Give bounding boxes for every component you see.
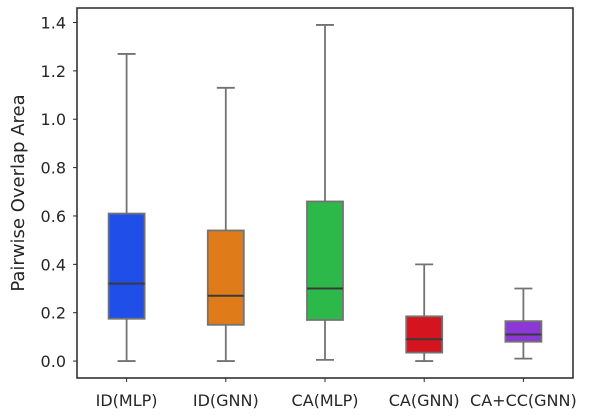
iqr-box [504,320,543,343]
box-ca-gnn [405,263,444,362]
box-id-mlp [107,53,146,362]
x-tick-label: ID(MLP) [96,391,158,410]
y-tick-label: 0.2 [41,304,66,323]
box-ca-cc-gnn [504,287,543,360]
x-tick-label: CA(GNN) [389,391,460,410]
y-tick-label: 1.4 [41,14,66,33]
y-tick-label: 0.8 [41,159,66,178]
box-id-gnn [206,86,245,362]
y-tick-label: 0.4 [41,255,66,274]
iqr-box [206,229,245,326]
y-tick-label: 0.0 [41,352,66,371]
box-ca-mlp [306,24,344,361]
y-axis-ticks: 0.0 0.2 0.4 0.6 0.8 1.0 1.2 1.4 [41,14,77,371]
x-axis-ticks: ID(MLP) ID(GNN) CA(MLP) CA(GNN) CA+CC(GNN) [96,378,577,410]
y-tick-label: 1.0 [41,110,66,129]
x-tick-label: ID(GNN) [193,391,259,410]
x-tick-label: CA+CC(GNN) [470,391,577,410]
y-tick-label: 1.2 [41,62,66,81]
x-tick-label: CA(MLP) [292,391,359,410]
iqr-box [405,315,444,354]
y-tick-label: 0.6 [41,207,66,226]
box-group [107,24,543,362]
y-axis-label: Pairwise Overlap Area [8,94,29,291]
iqr-box [107,212,146,320]
iqr-box [306,200,344,321]
